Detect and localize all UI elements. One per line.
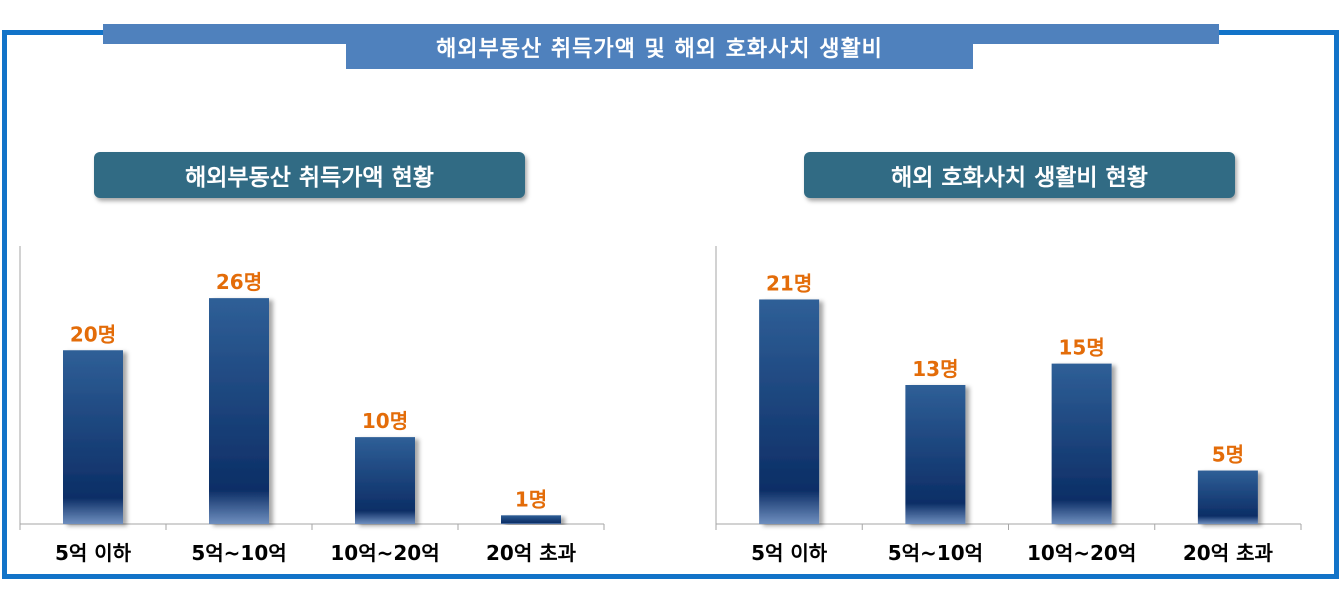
page-title: 해외부동산 취득가액 및 해외 호화사치 생활비: [346, 24, 973, 69]
data-label-0-3: 1명: [515, 487, 547, 511]
data-label-1-1: 13명: [912, 357, 958, 381]
category-label-0-2: 10억~20억: [330, 541, 439, 565]
bar-1-1: [905, 385, 966, 524]
bar-1-3: [1197, 470, 1258, 524]
category-label-0-1: 5억~10억: [191, 541, 286, 565]
bar-1-2: [1051, 363, 1112, 524]
category-label-1-1: 5억~10억: [888, 541, 983, 565]
chart-title-right: 해외 호화사치 생활비 현황: [804, 152, 1235, 198]
data-label-1-3: 5명: [1212, 443, 1244, 467]
data-label-0-2: 10명: [362, 409, 408, 433]
category-label-0-0: 5억 이하: [55, 541, 132, 565]
category-label-0-3: 20억 초과: [486, 541, 577, 565]
data-label-0-1: 26명: [216, 270, 262, 294]
bar-1-0: [759, 299, 820, 524]
bar-0-0: [63, 350, 123, 524]
category-label-1-3: 20억 초과: [1183, 541, 1274, 565]
bar-0-1: [209, 298, 269, 524]
data-label-1-0: 21명: [766, 271, 812, 295]
bar-0-2: [355, 437, 415, 524]
data-label-0-0: 20명: [70, 322, 116, 346]
bar-0-3: [501, 515, 561, 524]
chart-title-left: 해외부동산 취득가액 현황: [94, 152, 525, 198]
category-label-1-0: 5억 이하: [751, 541, 828, 565]
data-label-1-2: 15명: [1059, 336, 1105, 360]
category-label-1-2: 10억~20억: [1027, 541, 1136, 565]
